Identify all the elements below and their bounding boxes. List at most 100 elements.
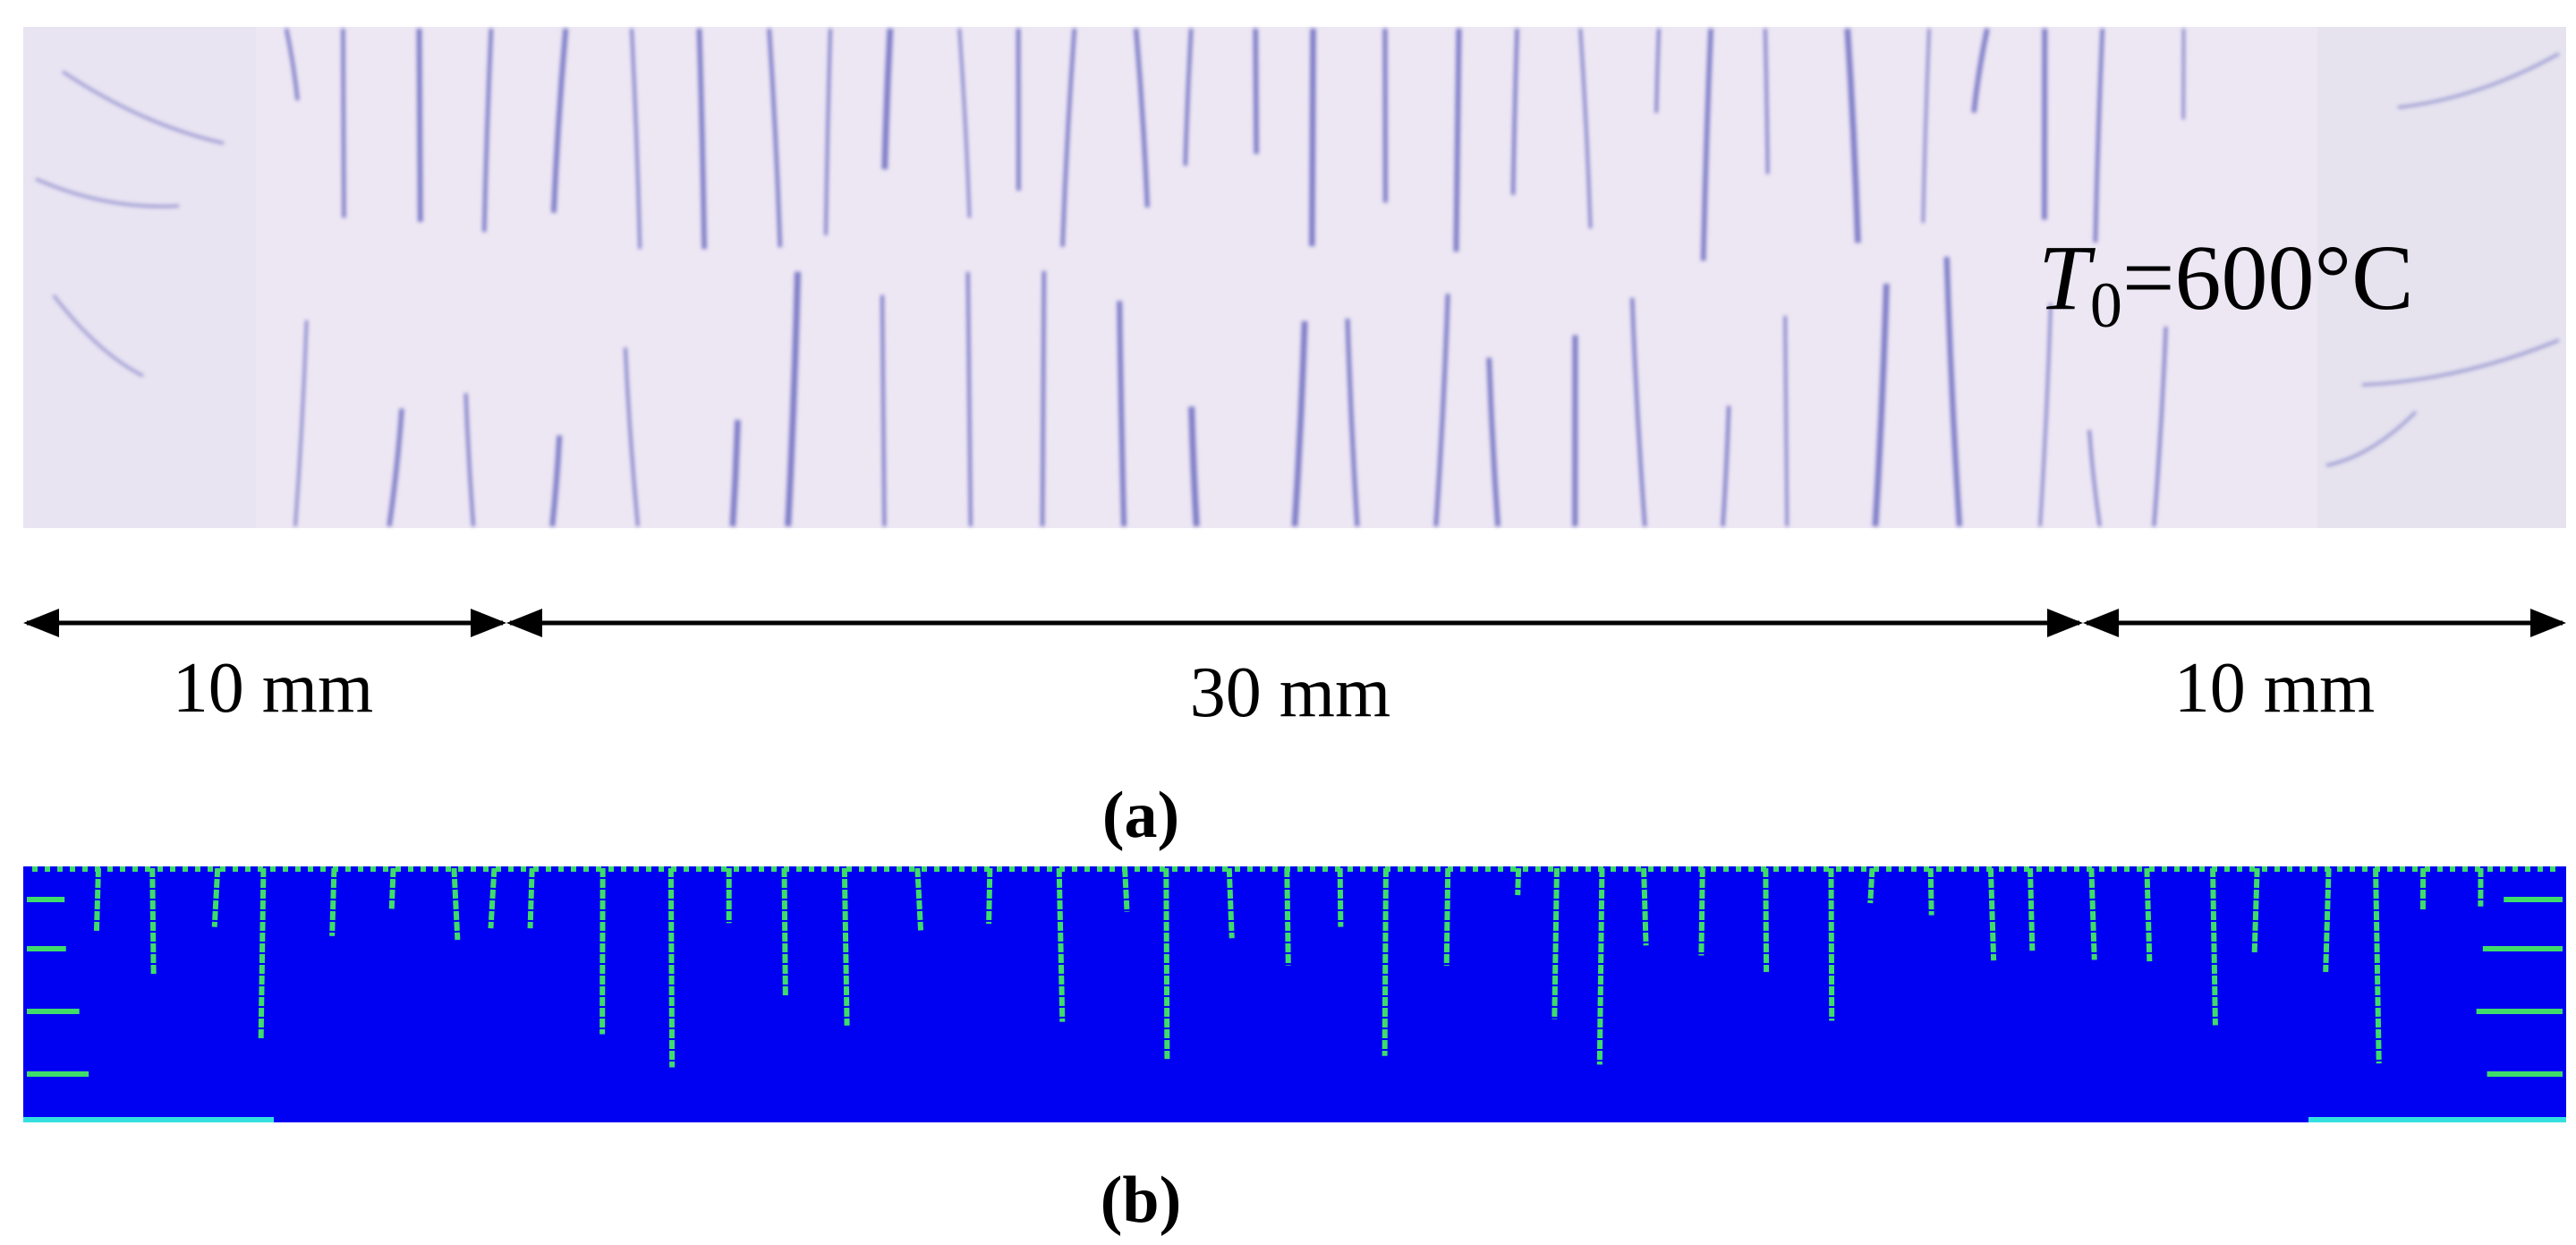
crack	[1373, 866, 1378, 872]
crack	[2350, 866, 2355, 872]
crack	[1648, 866, 1654, 872]
crack	[395, 866, 401, 872]
crack	[170, 866, 175, 872]
crack	[1009, 866, 1015, 872]
edge-band	[2308, 1117, 2566, 1122]
panel-a: T0=600°C	[23, 27, 2566, 528]
crack	[458, 866, 463, 872]
crack	[671, 866, 676, 872]
crack	[909, 866, 914, 872]
crack	[2187, 866, 2192, 872]
crack	[1135, 866, 1140, 872]
crack	[809, 866, 814, 872]
crack	[1109, 866, 1115, 872]
crack	[583, 866, 589, 872]
crack	[834, 866, 839, 872]
crack	[1899, 866, 1904, 872]
edge-band	[23, 1117, 274, 1122]
crack	[1185, 866, 1190, 872]
crack	[1773, 866, 1779, 872]
crack	[145, 866, 150, 872]
crack	[2199, 866, 2205, 872]
temperature-annotation: T0=600°C	[2038, 226, 2413, 341]
crack	[295, 866, 301, 872]
crack	[527, 867, 535, 929]
crack	[2337, 866, 2342, 872]
crack	[2287, 866, 2292, 872]
crack	[1711, 866, 1716, 872]
crack	[2093, 28, 2104, 243]
crack	[2312, 866, 2317, 872]
crack	[785, 271, 802, 527]
simulation-field	[23, 866, 2566, 1122]
crack	[293, 320, 309, 527]
panel-b	[23, 866, 2566, 1122]
crack	[1849, 866, 1854, 872]
crack	[608, 866, 614, 872]
crack	[1183, 28, 1194, 166]
crack	[721, 866, 727, 872]
crack	[2249, 866, 2255, 872]
crack	[1047, 866, 1052, 872]
crack	[1924, 866, 1929, 872]
crack	[1337, 867, 1344, 927]
crack	[1056, 867, 1066, 1022]
crack	[558, 866, 564, 872]
crack	[2412, 866, 2418, 872]
crack	[1253, 28, 1259, 154]
caption: (a)	[1102, 779, 1179, 852]
crack	[2362, 866, 2368, 872]
crack	[1560, 866, 1566, 872]
crack	[1423, 866, 1428, 872]
crack	[684, 866, 689, 872]
crack	[1573, 866, 1578, 872]
crack	[2500, 866, 2505, 872]
crack	[2028, 867, 2036, 951]
crack	[1596, 867, 1605, 1065]
crack	[341, 28, 346, 218]
crack	[1786, 866, 1791, 872]
crack	[433, 866, 438, 872]
crack	[387, 408, 404, 527]
crack	[533, 866, 539, 872]
crack	[859, 866, 864, 872]
crack	[1322, 866, 1328, 872]
crack	[508, 866, 514, 872]
crack	[1764, 28, 1770, 175]
crack	[1134, 28, 1150, 208]
crack	[1226, 867, 1235, 939]
photo-shade	[2317, 27, 2566, 528]
crack	[1222, 866, 1228, 872]
crack	[2525, 866, 2530, 872]
crack	[1828, 867, 1835, 1021]
crack	[1309, 28, 1316, 247]
crack	[2149, 866, 2155, 872]
caption: (b)	[1101, 1164, 1181, 1237]
crack	[320, 866, 326, 872]
crack	[1586, 866, 1591, 872]
crack	[2475, 866, 2480, 872]
crack	[881, 28, 894, 170]
crack	[599, 867, 606, 1035]
crack	[32, 866, 38, 872]
crack	[1284, 867, 1291, 966]
crack	[233, 866, 238, 872]
crack	[421, 866, 426, 872]
crack	[1836, 866, 1841, 872]
crack	[934, 866, 939, 872]
crack	[1721, 405, 1731, 527]
crack	[746, 866, 752, 872]
crack	[1578, 28, 1593, 229]
crack	[211, 867, 221, 927]
crack	[2062, 866, 2067, 872]
crack	[972, 866, 977, 872]
crack	[1272, 866, 1278, 872]
crack	[2144, 867, 2153, 962]
crack	[1410, 866, 1416, 872]
crack	[1072, 866, 1077, 872]
specimen-photo	[23, 27, 2566, 528]
crack	[1460, 866, 1466, 872]
crack	[220, 866, 225, 872]
crack	[120, 866, 125, 872]
crack	[880, 294, 887, 527]
